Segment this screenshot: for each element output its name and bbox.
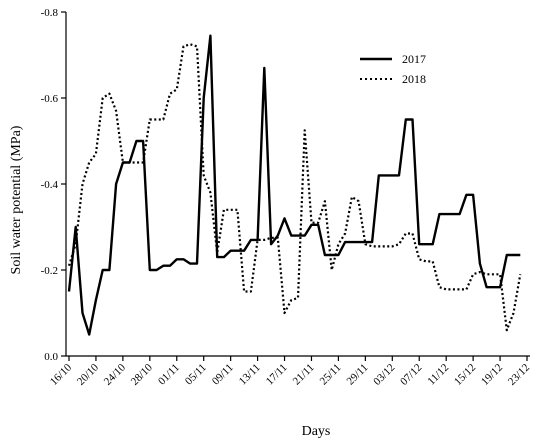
x-tick-label: 19/12 (479, 362, 505, 388)
x-axis-title: Days (302, 424, 331, 439)
series-line-2018 (67, 43, 522, 332)
x-tick-label: 07/12 (398, 362, 424, 388)
y-tick-label: -0.6 (41, 93, 59, 105)
series-line-2017 (67, 34, 521, 336)
x-ticks: 16/10 20/10 24/10 28/10 01/11 05/11 09/11 13/11… (48, 356, 532, 388)
y-axis-title: Soil water potential (MPa) (9, 125, 24, 274)
y-ticks: 0.0 -0.2 -0.4 -0.6 -0.8 (41, 7, 66, 363)
x-tick-label: 25/11 (318, 362, 344, 388)
legend: 2017 2018 (360, 52, 426, 86)
x-tick-label: 09/11 (210, 362, 236, 388)
x-tick-label: 20/10 (75, 361, 102, 388)
y-tick-label: -0.4 (41, 179, 59, 191)
x-tick-label: 01/11 (156, 362, 182, 388)
x-tick-label: 23/12 (506, 362, 532, 388)
legend-label-2018: 2018 (402, 72, 426, 86)
x-tick-label: 17/11 (264, 362, 290, 388)
series-layer (67, 34, 522, 336)
x-tick-label: 16/10 (48, 361, 75, 388)
x-tick-label: 15/12 (452, 362, 478, 388)
x-tick-label: 24/10 (102, 361, 129, 388)
axes (65, 12, 530, 357)
x-tick-label: 28/10 (129, 361, 156, 388)
y-tick-label: -0.8 (41, 7, 59, 19)
x-tick-label: 11/12 (425, 362, 451, 388)
x-tick-label: 29/11 (345, 362, 371, 388)
x-tick-label: 21/11 (291, 362, 317, 388)
y-tick-label: -0.2 (41, 265, 58, 277)
x-tick-label: 05/11 (183, 362, 209, 388)
x-tick-label: 13/11 (237, 362, 263, 388)
x-tick-label: 03/12 (371, 362, 397, 388)
y-tick-label: 0.0 (44, 351, 58, 363)
legend-label-2017: 2017 (402, 52, 426, 66)
